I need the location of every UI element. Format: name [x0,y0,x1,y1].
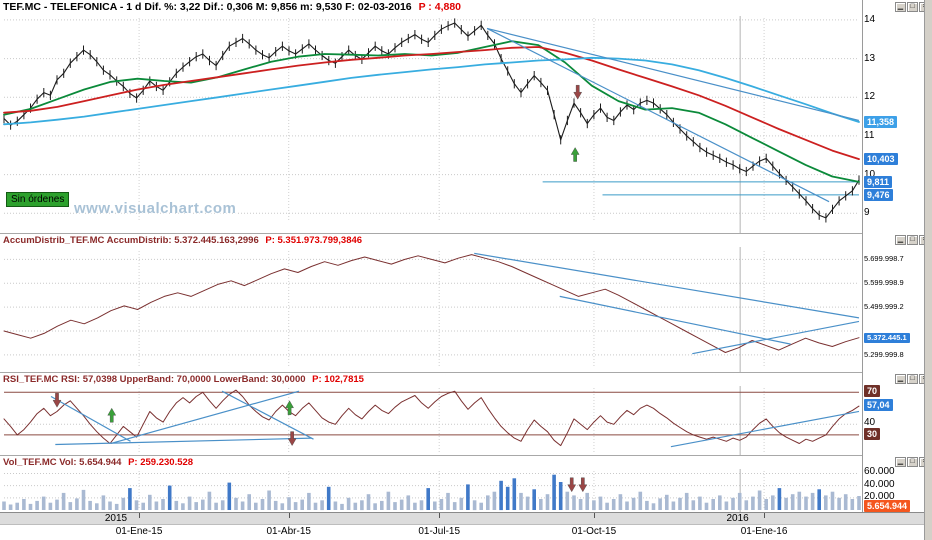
price-p-value: P : 4,880 [418,1,461,13]
price-panel-header: TEF.MC - TELEFONICA - 1 d Dif. %: 3,22 D… [0,0,862,16]
date-label: 01-Jul-15 [418,526,461,537]
up-arrow-marker [285,400,294,415]
maximize-button[interactable]: □ [907,457,918,467]
time-tick [439,513,441,518]
rsi-info: RSI_TEF.MC RSI: 57,0398 UpperBand: 70,00… [3,374,306,385]
time-tick [288,513,290,518]
time-tick [764,513,766,518]
price-chart[interactable] [0,16,862,233]
minimize-button[interactable]: ▁ [895,235,906,245]
date-label: 01-Ene-16 [740,526,788,537]
axis-tick-label: 13 [864,52,876,64]
volume-info: Vol_TEF.MC Vol: 5.654.944 [3,457,122,468]
down-arrow-marker [578,477,588,493]
axis-tick-label: 5.699.998.7 [864,254,904,264]
accumdistrib-chart[interactable] [0,247,862,372]
rsi-p-value: P: 102,7815 [312,374,364,385]
price-panel: TEF.MC - TELEFONICA - 1 d Dif. %: 3,22 D… [0,0,862,233]
axis-tick-label: 5.299.999.8 [864,349,904,359]
time-axis: 2015 2016 01-Ene-15 01-Abr-15 01-Jul-15 01-O… [0,512,924,540]
years-band: 2015 2016 [0,512,924,525]
value-label: 57,04 [864,399,893,412]
date-label: 01-Oct-15 [571,526,617,537]
axis-tick-label: 60.000 [864,466,895,478]
axis-tick-label: 40.000 [864,478,895,490]
rsi-panel-header: RSI_TEF.MC RSI: 57,0398 UpperBand: 70,00… [0,373,862,386]
time-tick [139,513,141,518]
value-label: 5.654.944 [864,500,911,513]
down-arrow-marker [567,477,577,493]
accumdistrib-panel-header: AccumDistrib_TEF.MC AccumDistrib: 5.372.… [0,234,862,247]
date-label: 01-Abr-15 [266,526,311,537]
value-label: 9,476 [864,188,893,201]
value-label: 11,358 [864,116,898,129]
value-label: 10,403 [864,153,898,166]
date-label: 01-Ene-15 [115,526,163,537]
up-arrow-marker [570,147,580,162]
maximize-button[interactable]: □ [907,374,918,384]
no-orders-badge: Sin órdenes [6,192,70,207]
axis-tick-label: 12 [864,91,876,103]
axis-tick-label: 5.499.999.2 [864,302,904,312]
dates-band: 01-Ene-15 01-Abr-15 01-Jul-15 01-Oct-15 01-E… [0,525,924,540]
volume-panel: Vol_TEF.MC Vol: 5.654.944 P: 259.230.528 [0,455,862,512]
volume-p-value: P: 259.230.528 [128,457,194,468]
value-label: 9,811 [864,175,893,188]
value-label: 5.372.445.1 [864,332,910,343]
year-label: 2015 [104,513,128,524]
axis-tick-label: 5.599.998.9 [864,278,904,288]
accumdistrib-info: AccumDistrib_TEF.MC AccumDistrib: 5.372.… [3,235,259,246]
axis-tick-label: 14 [864,13,876,25]
axis-tick-label: 40 [864,417,876,429]
rsi-panel: RSI_TEF.MC RSI: 57,0398 UpperBand: 70,00… [0,372,862,455]
value-label: 70 [864,385,881,398]
vertical-scrollbar[interactable] [924,0,932,540]
maximize-button[interactable]: □ [907,235,918,245]
axis-tick-label: 11 [864,129,875,141]
minimize-button[interactable]: ▁ [895,457,906,467]
instrument-info: TEF.MC - TELEFONICA - 1 d Dif. %: 3,22 D… [3,1,412,13]
time-tick [593,513,595,518]
up-arrow-marker [107,407,117,423]
axis-tick-label: 10 [864,168,876,180]
rsi-chart[interactable] [0,386,862,455]
maximize-button[interactable]: □ [907,2,918,12]
minimize-button[interactable]: ▁ [895,2,906,12]
axis-tick-label: 9 [864,207,870,219]
price-axis-column[interactable] [862,0,924,512]
volume-chart[interactable] [0,469,862,512]
visualchart-watermark: www.visualchart.com [74,200,237,217]
accumdistrib-panel: AccumDistrib_TEF.MC AccumDistrib: 5.372.… [0,233,862,372]
accumdistrib-p-value: P: 5.351.973.799,3846 [265,235,363,246]
down-arrow-marker [573,85,583,100]
value-label: 30 [864,427,881,440]
volume-panel-header: Vol_TEF.MC Vol: 5.654.944 P: 259.230.528 [0,456,862,469]
down-arrow-marker [52,393,62,408]
axis-tick-label: 20.000 [864,490,895,502]
year-label: 2016 [726,513,749,524]
minimize-button[interactable]: ▁ [895,374,906,384]
down-arrow-marker [287,431,297,447]
